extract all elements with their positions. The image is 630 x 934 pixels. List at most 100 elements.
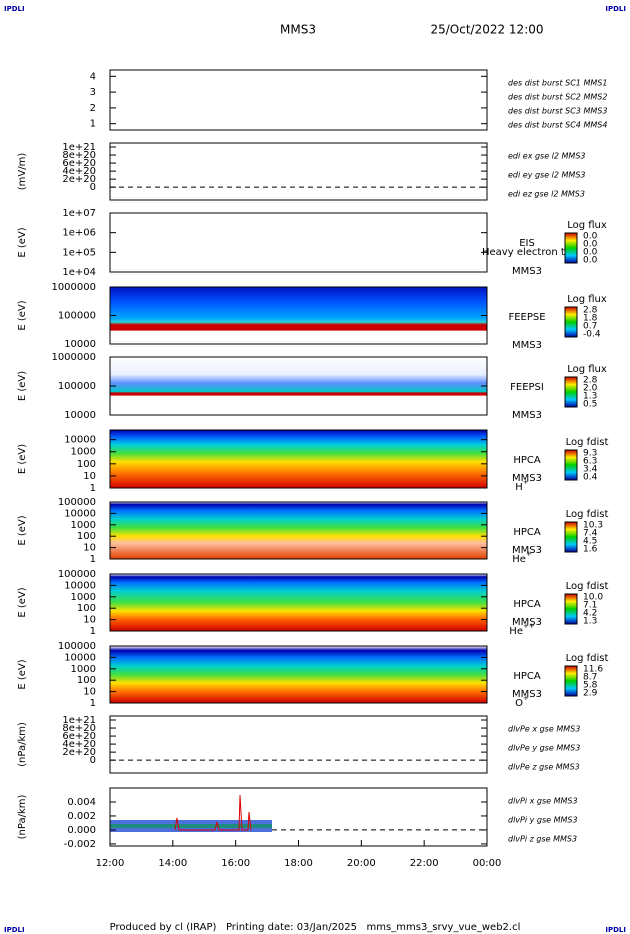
legend-entry: dlvPe y gse MMS3 bbox=[508, 744, 580, 753]
colorbar-label: 0.4 bbox=[583, 473, 598, 483]
species-label: He+ bbox=[512, 550, 532, 565]
panel-frame bbox=[109, 715, 488, 774]
y-tick-label: 1 bbox=[90, 119, 96, 130]
y-tick-label: 10000 bbox=[64, 339, 96, 350]
y-tick-label: 10 bbox=[83, 543, 96, 554]
corner-label: IPDLI bbox=[605, 5, 626, 13]
y-axis-label: E (eV) bbox=[17, 587, 28, 617]
panel-frame bbox=[109, 429, 488, 489]
instrument-label: MMS3 bbox=[512, 689, 542, 700]
species-base: O bbox=[515, 698, 523, 709]
y-tick-label: 1e+04 bbox=[62, 267, 96, 278]
x-tick-label: 22:00 bbox=[410, 858, 439, 869]
y-axis-label: E (eV) bbox=[17, 515, 28, 545]
y-tick-label: 8e+20 bbox=[62, 723, 96, 734]
y-tick-label: 100 bbox=[77, 675, 96, 686]
colorbar-title: Log flux bbox=[567, 364, 607, 375]
colorbar-label: 7.1 bbox=[583, 601, 597, 611]
y-tick-label: 0.004 bbox=[67, 797, 96, 808]
legend-entry: des dist burst SC4 MMS4 bbox=[508, 121, 607, 130]
spectrogram bbox=[110, 646, 487, 703]
y-tick-label: 1 bbox=[90, 483, 96, 494]
y-axis-label: E (eV) bbox=[17, 300, 28, 330]
y-tick-label: 4 bbox=[90, 71, 96, 82]
y-tick-label: 6e+20 bbox=[62, 158, 96, 169]
colorbar-label: 9.3 bbox=[583, 449, 597, 459]
y-tick-label: 1000000 bbox=[51, 352, 96, 363]
trace-noise bbox=[110, 824, 272, 828]
y-tick-label: 1000 bbox=[71, 664, 96, 675]
legend-entry: dlvPe x gse MMS3 bbox=[508, 725, 580, 734]
species-label: He++ bbox=[509, 622, 535, 637]
legend-entry: des dist burst SC1 MMS1 bbox=[508, 79, 607, 88]
y-tick-label: 1 bbox=[90, 698, 96, 709]
species-base: He bbox=[512, 554, 526, 565]
colorbar bbox=[564, 376, 578, 408]
instrument-label: MMS3 bbox=[512, 473, 542, 484]
colorbar-title: Log flux bbox=[567, 220, 607, 231]
instrument-label: MMS3 bbox=[512, 410, 542, 421]
x-tick-label: 14:00 bbox=[158, 858, 187, 869]
colorbar-title: Log fdist bbox=[566, 509, 609, 520]
y-tick-label: 1000000 bbox=[51, 282, 96, 293]
instrument-label: MMS3 bbox=[512, 545, 542, 556]
y-tick-label: 10000 bbox=[64, 435, 96, 446]
title: MMS3 bbox=[280, 23, 316, 37]
x-tick-label: 18:00 bbox=[284, 858, 313, 869]
instrument-label: FEEPSI bbox=[510, 382, 544, 393]
colorbar-label: 5.8 bbox=[583, 681, 598, 691]
colorbar-label: 0.5 bbox=[583, 400, 597, 410]
colorbar-label: 1.3 bbox=[583, 617, 597, 627]
y-tick-label: 10 bbox=[83, 615, 96, 626]
instrument-label: HPCA bbox=[513, 527, 541, 538]
colorbar-label: 2.0 bbox=[583, 384, 598, 394]
legend-entry: edi ey gse l2 MMS3 bbox=[508, 171, 586, 180]
colorbar-title: Log fdist bbox=[566, 653, 609, 664]
colorbar-label: 4.5 bbox=[583, 537, 597, 547]
y-tick-label: 10000 bbox=[64, 410, 96, 421]
instrument-label: HPCA bbox=[513, 599, 541, 610]
y-tick-label: 0 bbox=[90, 755, 96, 766]
y-tick-label: 10000 bbox=[64, 508, 96, 519]
instrument-label: FEEPSE bbox=[508, 312, 545, 323]
species-base: H bbox=[515, 482, 523, 493]
colorbar-label: 0.7 bbox=[583, 322, 597, 332]
colorbar bbox=[564, 306, 578, 338]
species-sup: + bbox=[526, 550, 532, 558]
instrument-label: MMS3 bbox=[512, 266, 542, 277]
y-tick-label: 8e+20 bbox=[62, 150, 96, 161]
x-tick-label: 00:00 bbox=[473, 858, 502, 869]
y-tick-label: -0.002 bbox=[64, 839, 96, 850]
y-tick-label: 100 bbox=[77, 459, 96, 470]
y-tick-label: 6e+20 bbox=[62, 731, 96, 742]
panel-frame bbox=[109, 501, 488, 560]
spectrogram bbox=[110, 430, 487, 488]
y-tick-label: 3 bbox=[90, 87, 96, 98]
y-tick-label: 1e+21 bbox=[62, 142, 96, 153]
spectrogram bbox=[110, 574, 487, 631]
legend-entry: des dist burst SC2 MMS2 bbox=[508, 93, 607, 102]
y-tick-label: 0.002 bbox=[67, 811, 96, 822]
y-axis-label: E (eV) bbox=[17, 371, 28, 401]
y-tick-label: 1 bbox=[90, 626, 96, 637]
x-tick-label: 12:00 bbox=[96, 858, 125, 869]
colorbar bbox=[564, 232, 578, 264]
colorbar-label: 10.0 bbox=[583, 593, 603, 603]
y-tick-label: 100 bbox=[77, 603, 96, 614]
instrument-label: EIS bbox=[519, 238, 535, 249]
y-tick-label: 1e+05 bbox=[62, 247, 96, 258]
panel-frame bbox=[109, 573, 488, 632]
legend-entry: des dist burst SC3 MMS3 bbox=[508, 107, 607, 116]
legend-entry: edi ex gse l2 MMS3 bbox=[508, 152, 586, 161]
y-axis-label: E (eV) bbox=[17, 227, 28, 257]
spectrogram bbox=[110, 357, 487, 415]
y-tick-label: 10000 bbox=[64, 652, 96, 663]
y-tick-label: 100000 bbox=[58, 497, 96, 508]
corner-label: IPDLI bbox=[4, 5, 25, 13]
colorbar bbox=[564, 521, 578, 553]
species-base: He bbox=[509, 626, 523, 637]
legend-entry: dlvPe z gse MMS3 bbox=[508, 763, 580, 772]
y-tick-label: 1000 bbox=[71, 592, 96, 603]
colorbar-label: 0.0 bbox=[583, 240, 598, 250]
